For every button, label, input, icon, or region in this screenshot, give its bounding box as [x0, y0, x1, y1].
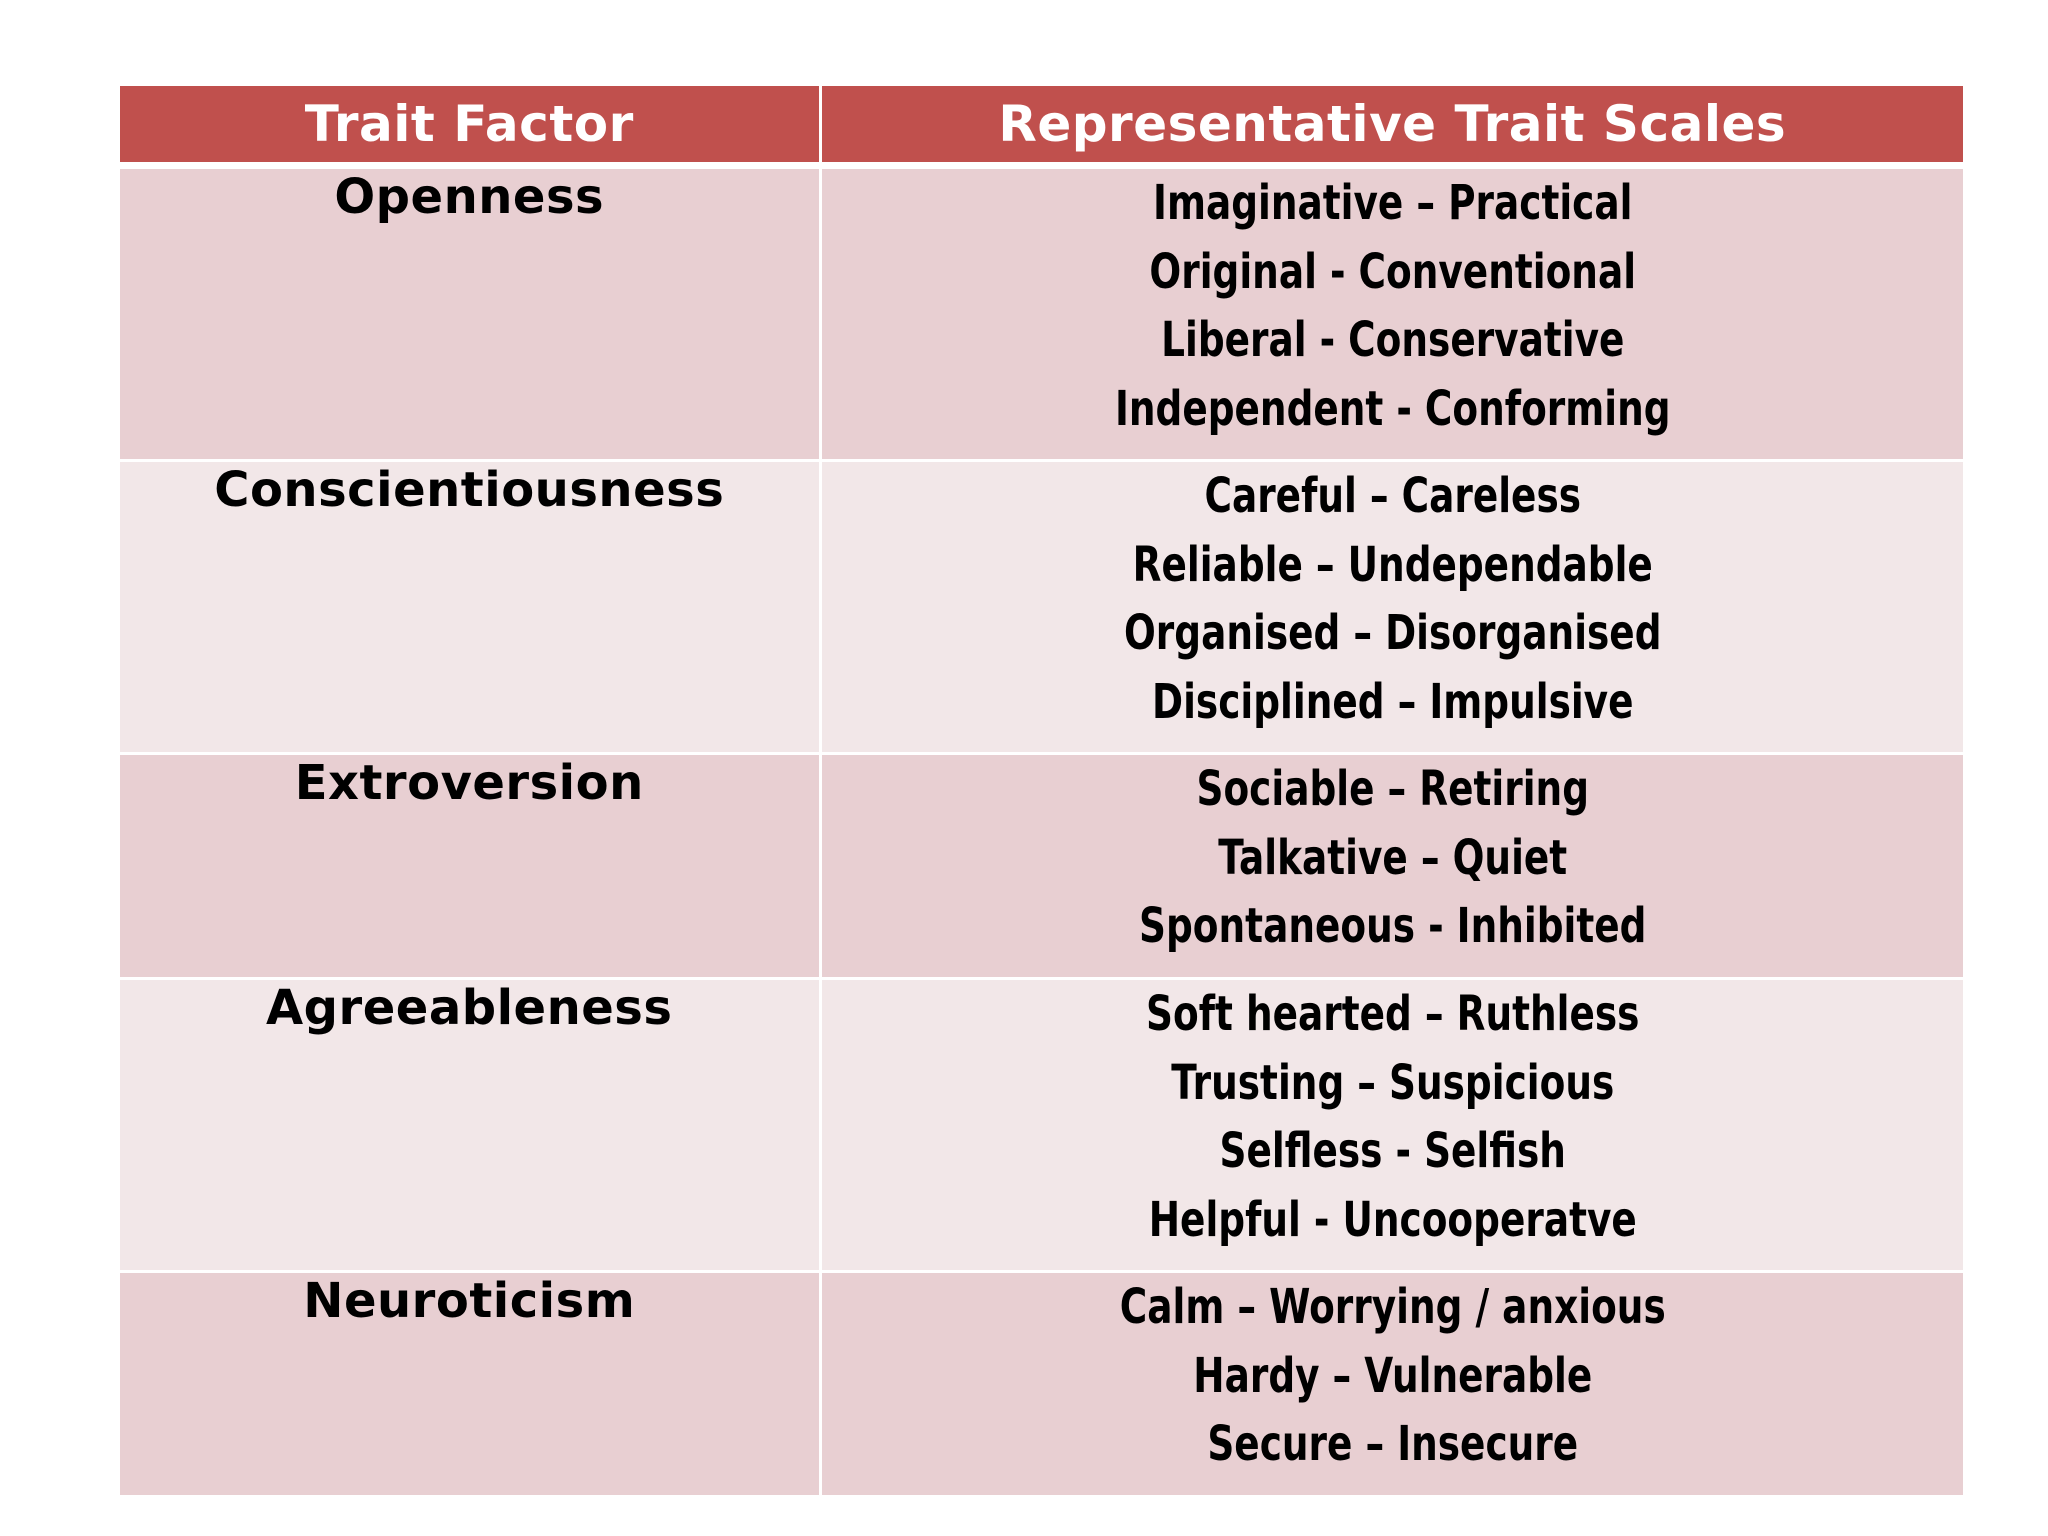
scale-item: Original - Conventional	[1148, 243, 1636, 300]
header-representative-scales: Representative Trait Scales	[820, 86, 1963, 169]
scale-item: Sociable – Retiring	[1195, 761, 1589, 817]
factor-cell: Neuroticism	[120, 1271, 822, 1498]
scales-cell: Careful – Careless Reliable – Undependab…	[820, 460, 1963, 755]
table-row-conscientiousness: Conscientiousness Careful – Careless Rel…	[120, 460, 1963, 755]
scales-cell: Imaginative – Practical Original - Conve…	[820, 165, 1963, 462]
scale-item: Disciplined – Impulsive	[1151, 673, 1633, 730]
scale-item: Spontaneous - Inhibited	[1138, 898, 1646, 954]
scales-cell: Sociable – Retiring Talkative – Quiet Sp…	[820, 753, 1963, 980]
scale-item: Liberal - Conservative	[1160, 312, 1624, 368]
scale-item: Secure – Insecure	[1206, 1416, 1578, 1472]
factor-cell: Conscientiousness	[120, 460, 822, 755]
table-body: Openness Imaginative – Practical Origina…	[120, 165, 1963, 1498]
factor-cell: Agreeableness	[120, 978, 822, 1273]
trait-table: Trait Factor Representative Trait Scales…	[120, 86, 1963, 1498]
scale-item: Soft hearted – Ruthless	[1145, 986, 1639, 1042]
factor-cell: Extroversion	[120, 753, 822, 980]
scale-item: Imaginative – Practical	[1152, 175, 1632, 231]
table-row-openness: Openness Imaginative – Practical Origina…	[120, 165, 1963, 462]
scale-item: Careful – Careless	[1203, 468, 1581, 524]
scale-item: Selfless - Selfish	[1219, 1123, 1566, 1179]
scale-item: Organised – Disorganised	[1123, 605, 1662, 661]
scale-item: Trusting – Suspicious	[1170, 1054, 1614, 1111]
trait-table-container: Trait Factor Representative Trait Scales…	[120, 86, 1963, 1498]
scales-cell: Calm – Worrying / anxious Hardy – Vulner…	[820, 1271, 1963, 1498]
scale-item: Hardy – Vulnerable	[1192, 1347, 1592, 1404]
scale-item: Calm – Worrying / anxious	[1119, 1279, 1666, 1335]
table-row-extroversion: Extroversion Sociable – Retiring Talkati…	[120, 753, 1963, 980]
scale-item: Helpful - Uncooperatve	[1148, 1191, 1637, 1248]
scale-item: Talkative – Quiet	[1217, 829, 1567, 886]
scales-cell: Soft hearted – Ruthless Trusting – Suspi…	[820, 978, 1963, 1273]
scale-item: Reliable – Undependable	[1132, 536, 1653, 593]
scale-item: Independent - Conforming	[1114, 380, 1671, 437]
table-row-neuroticism: Neuroticism Calm – Worrying / anxious Ha…	[120, 1271, 1963, 1498]
factor-cell: Openness	[120, 165, 822, 462]
header-row: Trait Factor Representative Trait Scales	[120, 86, 1963, 169]
header-trait-factor: Trait Factor	[120, 86, 822, 169]
table-row-agreeableness: Agreeableness Soft hearted – Ruthless Tr…	[120, 978, 1963, 1273]
table-header: Trait Factor Representative Trait Scales	[120, 86, 1963, 169]
